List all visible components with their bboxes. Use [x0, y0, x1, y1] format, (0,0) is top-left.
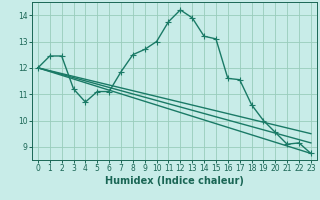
X-axis label: Humidex (Indice chaleur): Humidex (Indice chaleur) — [105, 176, 244, 186]
